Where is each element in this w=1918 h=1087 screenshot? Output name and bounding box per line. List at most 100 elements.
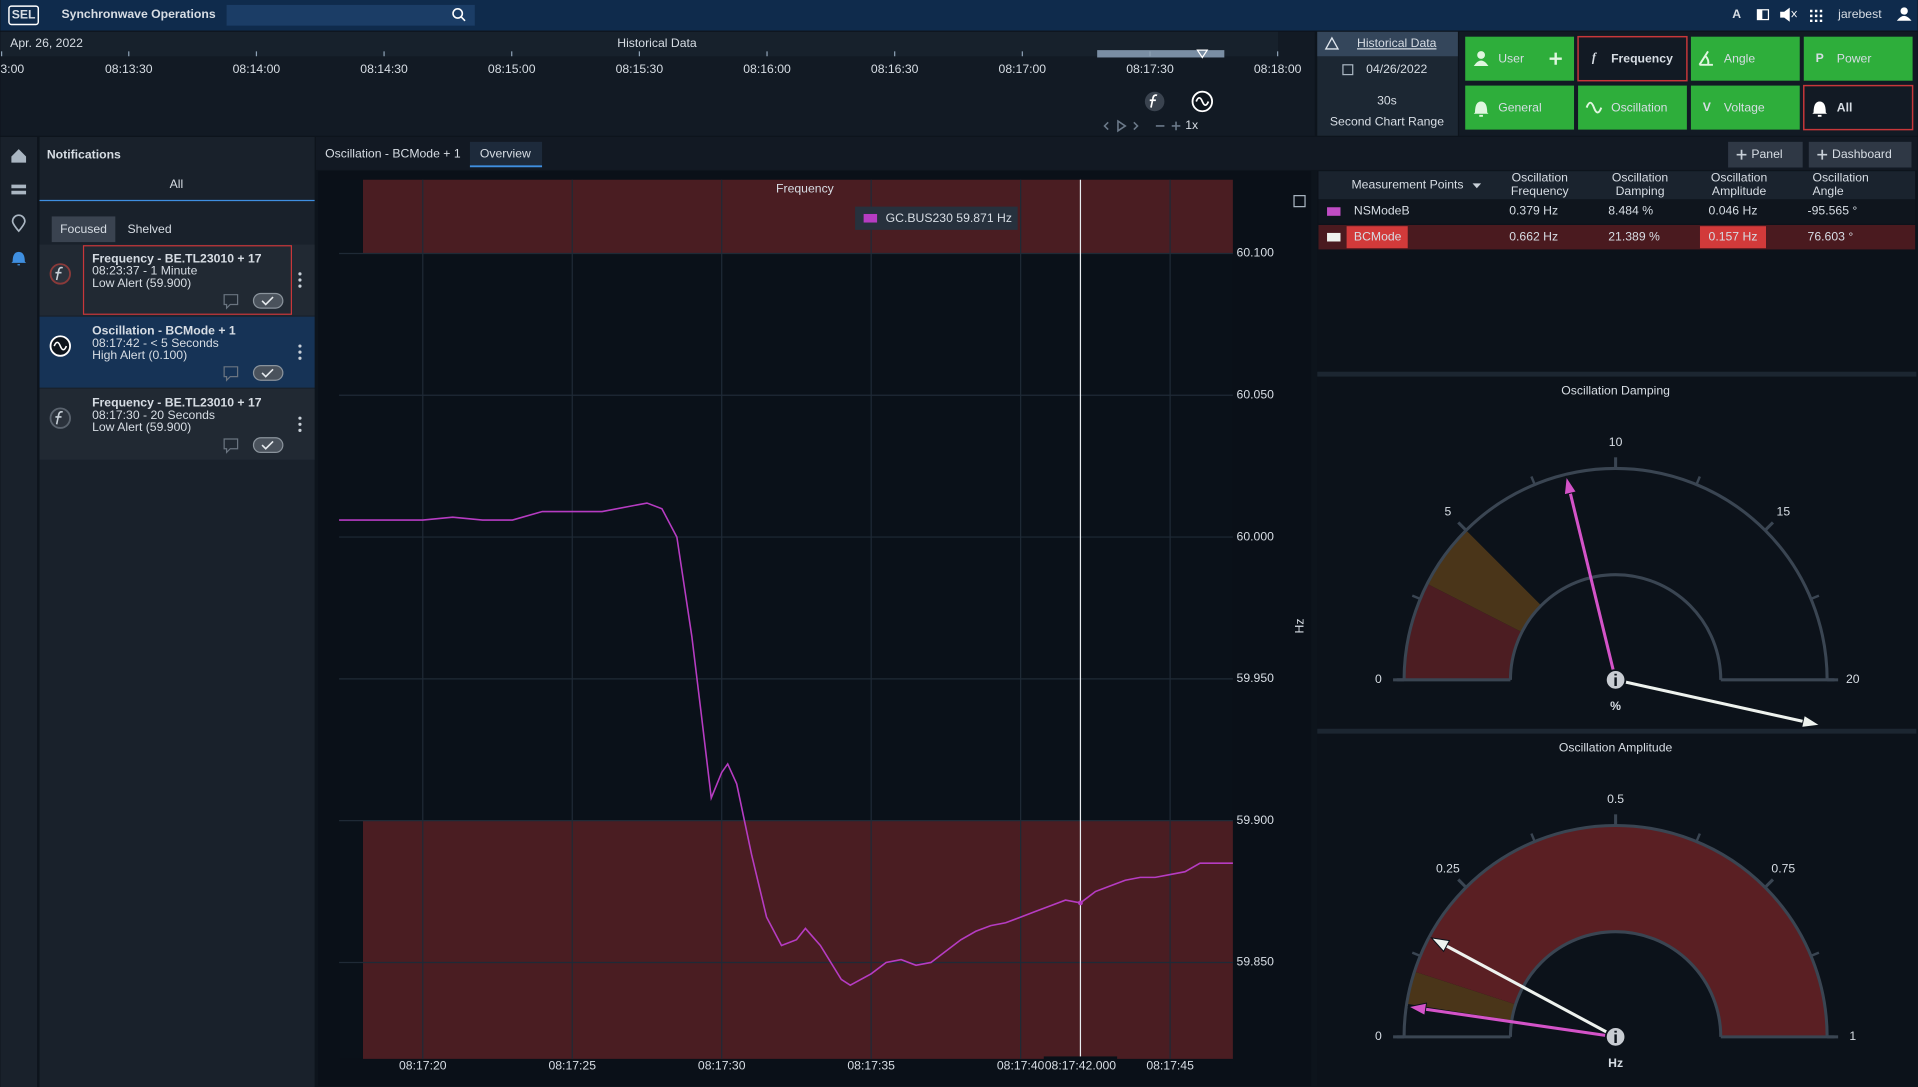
tab-background xyxy=(51,216,116,243)
high-alert-band xyxy=(362,179,1233,254)
wave-icon xyxy=(1585,101,1603,114)
gauge-tick xyxy=(1764,878,1775,889)
needle-head xyxy=(1801,714,1822,728)
filter-glyph: f xyxy=(1592,50,1598,64)
timeline-tick-label: 3:00 xyxy=(0,62,24,76)
gauge-band xyxy=(1427,530,1542,633)
frequency-icon xyxy=(55,266,63,281)
filter-button[interactable] xyxy=(1803,36,1913,81)
workspace-tabs xyxy=(315,136,1918,170)
chart-range-label: Second Chart Range xyxy=(1330,115,1444,129)
comment-icon[interactable] xyxy=(223,294,239,310)
table-header-cell: Oscillation xyxy=(1612,171,1668,185)
filter-button[interactable] xyxy=(1690,36,1800,81)
list-icon[interactable] xyxy=(11,184,27,195)
filter-button[interactable] xyxy=(1577,35,1688,82)
table-cell: 0.662 Hz xyxy=(1509,229,1558,243)
gauge-tick-label: 0 xyxy=(1375,1029,1382,1043)
check-icon xyxy=(261,440,274,450)
filter-button[interactable] xyxy=(1578,85,1687,130)
search-icon xyxy=(460,16,466,22)
comment-icon[interactable] xyxy=(223,438,239,454)
user-icon[interactable] xyxy=(1900,7,1908,15)
gauge-tick xyxy=(1764,521,1775,532)
gauge-minor-tick xyxy=(1695,476,1701,485)
search-icon xyxy=(452,8,464,19)
home-icon[interactable] xyxy=(11,149,27,163)
timeline-tick-label: 08:15:00 xyxy=(488,62,536,76)
playback-speed[interactable]: 1x xyxy=(1185,118,1198,132)
gauge-tick xyxy=(1457,878,1468,889)
y-tick-label: 60.000 xyxy=(1237,529,1275,543)
comment-icon[interactable] xyxy=(223,366,239,382)
history-title[interactable]: Historical Data xyxy=(1357,36,1437,50)
filter-button[interactable] xyxy=(1690,85,1800,130)
gauge-needle xyxy=(1563,475,1618,681)
acknowledge-button[interactable] xyxy=(252,364,284,381)
filter-icon xyxy=(1585,101,1603,114)
bell-icon xyxy=(1473,101,1489,117)
row-swatch xyxy=(1327,232,1341,242)
user-icon xyxy=(1477,51,1486,59)
apps-icon[interactable] xyxy=(1810,9,1823,23)
needle-shaft xyxy=(1615,678,1804,723)
gauge-title: Oscillation Amplitude xyxy=(1559,741,1673,755)
workspace-button-label: Panel xyxy=(1751,147,1782,161)
menu-dot xyxy=(298,272,302,276)
search-box[interactable] xyxy=(226,4,475,26)
filter-label: Voltage xyxy=(1724,100,1765,114)
notification-tab[interactable]: Shelved xyxy=(127,222,171,236)
timeline-marker[interactable] xyxy=(1196,49,1209,59)
frequency-icon xyxy=(1149,94,1158,108)
side-nav xyxy=(0,136,38,1087)
mute-icon[interactable] xyxy=(1780,7,1797,22)
notification-icon xyxy=(49,407,71,429)
frequency-toggle[interactable] xyxy=(1144,91,1165,112)
x-tick-label: 08:17:45 xyxy=(1146,1058,1194,1072)
filter-label: Power xyxy=(1837,52,1872,66)
table-row[interactable] xyxy=(1318,224,1916,250)
table-row[interactable] xyxy=(1318,199,1916,224)
workspace-button-label: Dashboard xyxy=(1832,147,1892,161)
filter-label: Oscillation xyxy=(1611,100,1667,114)
table-header-cell: Amplitude xyxy=(1712,184,1767,198)
notification-alert: Low Alert (59.900) xyxy=(92,420,191,434)
user-name[interactable]: jarebest xyxy=(1837,7,1882,21)
legend-part: Hz xyxy=(997,211,1012,225)
sort-icon[interactable] xyxy=(1472,183,1482,189)
notification-icon xyxy=(49,263,71,285)
playback-controls[interactable] xyxy=(1103,119,1181,133)
workspace-tab[interactable]: Oscillation - BCMode + 1 xyxy=(325,146,461,160)
font-toggle[interactable]: A xyxy=(1732,7,1741,21)
workspace-tab[interactable]: Overview xyxy=(480,146,531,160)
timeline-tick-label: 08:14:30 xyxy=(360,62,408,76)
timeline-tick-label: 08:15:30 xyxy=(616,62,664,76)
gauge-tick-label: 0.75 xyxy=(1771,861,1795,875)
notifications-scope[interactable]: All xyxy=(170,177,184,191)
menu-dot xyxy=(298,284,302,288)
acknowledge-button[interactable] xyxy=(252,437,284,454)
alerts-icon[interactable] xyxy=(11,251,27,266)
map-icon[interactable] xyxy=(11,214,26,233)
wave-icon xyxy=(53,341,68,351)
series-line xyxy=(339,502,1233,987)
table-header-cell: Frequency xyxy=(1511,184,1570,198)
app-title: Synchronwave Operations xyxy=(62,7,216,21)
timeline-window[interactable] xyxy=(1097,50,1225,58)
timeline-tick-label: 08:18:00 xyxy=(1254,62,1302,76)
notification-time: 08:17:30 - 20 Seconds xyxy=(92,408,215,422)
table-header-cell: Damping xyxy=(1616,184,1665,198)
timeline-date: Apr. 26, 2022 xyxy=(10,36,83,50)
filter-glyph: P xyxy=(1816,51,1824,65)
acknowledge-button[interactable] xyxy=(252,292,284,309)
gauge-needle xyxy=(1615,678,1822,728)
notification-tab[interactable]: Focused xyxy=(60,222,107,236)
gauge-unit: Hz xyxy=(1608,1056,1623,1070)
sidebar-icon xyxy=(1757,9,1763,20)
chart-menu-icon[interactable] xyxy=(1293,195,1306,208)
history-title-box xyxy=(1317,31,1458,57)
cell-alert xyxy=(1699,226,1766,249)
icon-ring xyxy=(49,407,71,429)
legend-part: 59.871 xyxy=(956,211,994,225)
